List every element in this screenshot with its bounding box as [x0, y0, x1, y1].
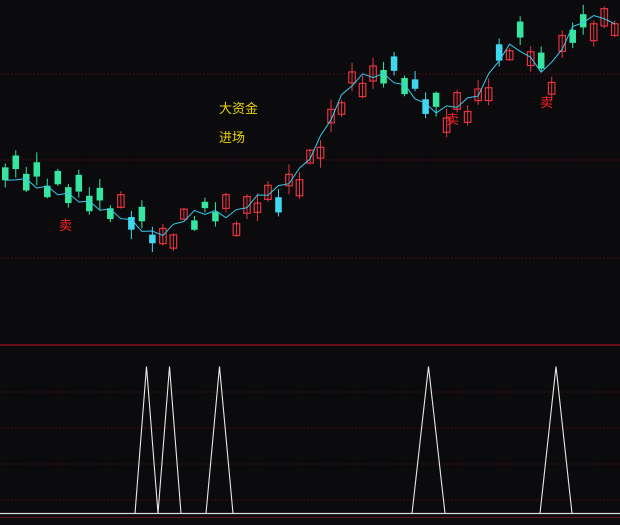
svg-text:大资金: 大资金 — [219, 101, 258, 116]
svg-text:卖: 卖 — [59, 218, 72, 233]
svg-text:卖: 卖 — [446, 112, 459, 127]
svg-text:进场: 进场 — [219, 130, 245, 145]
svg-text:卖: 卖 — [540, 95, 553, 110]
